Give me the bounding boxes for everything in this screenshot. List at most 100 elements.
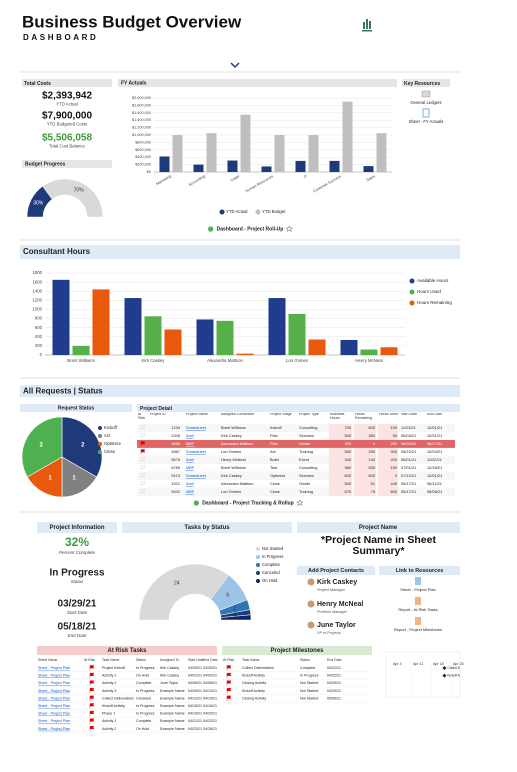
- table-cell: Complete: [136, 681, 151, 685]
- bar: [376, 133, 387, 172]
- table-cell: Not Started: [300, 681, 318, 685]
- table-cell: Kickoff Activity: [102, 704, 125, 708]
- collapse-chevron[interactable]: [230, 62, 240, 69]
- page-subtitle: DASHBOARD: [23, 33, 98, 42]
- kpi-value: $5,506,058: [42, 133, 92, 144]
- resource-link[interactable]: Sheet - FY Actuals: [409, 119, 444, 124]
- table-cell: 50: [393, 433, 398, 438]
- sheet-link[interactable]: Sheet - Project Plan: [38, 712, 70, 716]
- sheet-link[interactable]: Sheet - Project Plan: [38, 689, 70, 693]
- project-link[interactable]: Smartsheet: [186, 473, 207, 478]
- project-link[interactable]: MBF: [186, 441, 195, 446]
- bar: [52, 279, 70, 355]
- table-cell: 675: [345, 489, 352, 494]
- legend-label: Hours Used: [417, 289, 441, 294]
- table-cell: 06/11/21: [427, 481, 442, 486]
- table-cell-bg: [354, 464, 376, 472]
- table-cell: 04/19/21: [188, 712, 202, 716]
- legend-marker: [409, 278, 415, 284]
- pie-slice: [21, 416, 63, 478]
- table-cell: 04/08/21: [203, 681, 217, 685]
- project-link[interactable]: Amil: [186, 457, 194, 462]
- project-link[interactable]: Smartsheet: [186, 425, 207, 430]
- y-tick-label: 600: [35, 325, 43, 330]
- legend-marker: [98, 450, 102, 454]
- table-cell: Project Kickoff: [102, 666, 125, 670]
- dashboard-link[interactable]: Dashboard - Project Roll-Up: [217, 226, 284, 232]
- project-link[interactable]: Amil: [186, 433, 194, 438]
- table-cell: 04/13/21: [188, 696, 202, 700]
- resource-link[interactable]: Report - At Risk Tasks: [398, 607, 437, 612]
- project-link[interactable]: Smartsheet: [186, 449, 207, 454]
- milestone-label: Kickoff Activity: [447, 673, 468, 677]
- chart-title: Tasks by Status: [184, 525, 230, 531]
- table-cell: Services: [299, 433, 314, 438]
- project-link[interactable]: MBF: [186, 465, 195, 470]
- project-link[interactable]: Amil: [186, 481, 194, 486]
- x-tick-label: Legal: [230, 174, 240, 182]
- table-cell: 12/18/21: [427, 465, 442, 470]
- label: Project Milestones: [270, 648, 324, 654]
- table-cell: Plan: [270, 441, 278, 446]
- sheet-link[interactable]: Sheet - Project Plan: [38, 704, 70, 708]
- sheet-icon: [422, 108, 430, 118]
- legend-marker: [409, 289, 415, 295]
- segment-label: 24: [174, 581, 180, 587]
- slice-label: 2: [81, 443, 85, 449]
- sheet-link[interactable]: Sheet - Project Plan: [38, 727, 70, 731]
- table-cell: Example Name: [160, 696, 185, 700]
- header-cell: End Date: [427, 413, 442, 416]
- table-cell-bg: [354, 472, 376, 480]
- table-cell: 08/06/21: [427, 489, 442, 494]
- table-cell: 06/04/21: [401, 433, 416, 438]
- resource-link[interactable]: General Ledgers: [410, 100, 441, 105]
- table-cell: Henry McNeal: [221, 457, 246, 462]
- chart-title: Consultant Hours: [23, 247, 91, 256]
- resource-link[interactable]: Report - Project Milestones: [394, 627, 442, 632]
- bar: [360, 349, 378, 355]
- column-header: Start Date: [188, 658, 204, 662]
- table-cell: Event: [299, 457, 310, 462]
- table-cell-bg: [378, 456, 398, 464]
- milestone-marker: [442, 673, 447, 678]
- resource-link[interactable]: Sheet - Project Plan: [400, 587, 436, 592]
- table-cell: 04/09/21: [188, 689, 202, 693]
- label: Project Detail: [140, 406, 173, 412]
- table-cell: Collect Deliverables: [242, 666, 274, 670]
- table-cell: On Hold: [136, 727, 149, 731]
- sheet-link[interactable]: Sheet - Project Plan: [38, 666, 70, 670]
- table-cell: 07/10/21: [401, 473, 416, 478]
- segment-label: 1: [234, 612, 237, 618]
- kpi-label: YTD Actual: [56, 102, 78, 107]
- table-cell: 340: [345, 457, 352, 462]
- sheet-link[interactable]: Sheet - Project Plan: [38, 696, 70, 700]
- x-tick-label: Kirk Caskey: [142, 358, 166, 363]
- dashboard-link[interactable]: Dashboard - Project Tracking & Rollup: [202, 500, 293, 506]
- table-cell: 200: [391, 457, 398, 462]
- table-cell: 04/26/21: [203, 727, 217, 731]
- table-cell: 450: [369, 433, 376, 438]
- section-title: All Requests | Status: [23, 387, 103, 396]
- risk-flag: [140, 433, 146, 439]
- table-cell: Example Name: [160, 689, 185, 693]
- gantt-frame: [385, 651, 461, 698]
- project-link[interactable]: MBF: [186, 489, 195, 494]
- panel-header: [20, 404, 132, 412]
- table-cell: Build: [270, 457, 279, 462]
- risk-flag: [140, 449, 146, 455]
- risk-flag: [226, 680, 232, 686]
- y-tick-label: $1,400,000: [132, 118, 151, 122]
- table-cell-bg: [354, 432, 376, 440]
- legend-marker: [98, 442, 102, 446]
- header-cell: Assigned Consultant: [221, 413, 254, 416]
- panel-header: [137, 404, 460, 412]
- sheet-link[interactable]: Sheet - Project Plan: [38, 674, 70, 678]
- favorite-star[interactable]: [285, 225, 293, 232]
- sheet-link[interactable]: Sheet - Project Plan: [38, 719, 70, 723]
- table-cell: Alexandra Mattson: [221, 441, 253, 446]
- table-cell: Kickoff Activity: [242, 674, 265, 678]
- legend-marker: [98, 426, 102, 430]
- y-tick-label: 1400: [32, 288, 42, 293]
- sheet-link[interactable]: Sheet - Project Plan: [38, 681, 70, 685]
- favorite-star[interactable]: [296, 499, 304, 506]
